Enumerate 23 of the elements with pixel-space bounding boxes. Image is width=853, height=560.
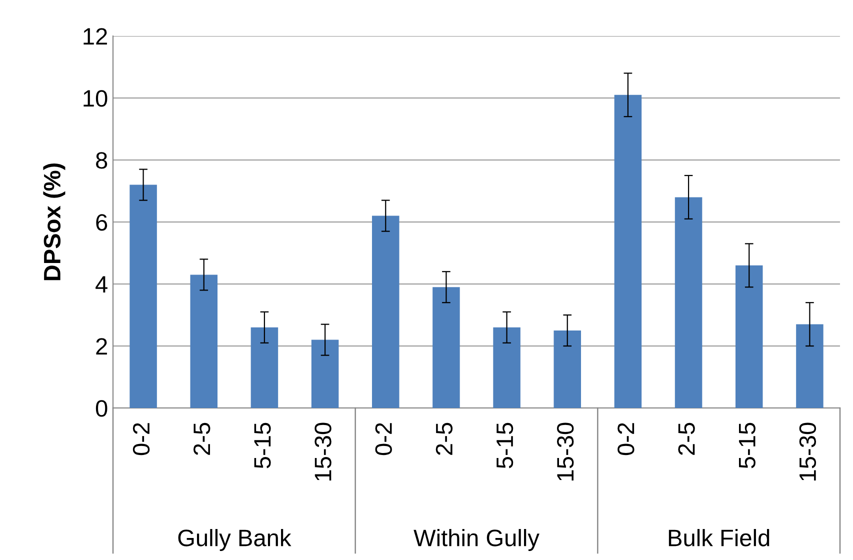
y-tick-label: 6 xyxy=(96,214,108,231)
x-tick-label: 2-5 xyxy=(193,422,210,455)
text: Bulk Field xyxy=(668,528,770,546)
x-tick-label: 15-30 xyxy=(799,422,816,480)
x-tick-label: 2-5 xyxy=(678,422,695,455)
y-tick-label: 4 xyxy=(96,276,108,293)
x-tick-label: 5-15 xyxy=(254,422,271,468)
text: Gully Bank xyxy=(178,528,292,552)
text: Within Gully xyxy=(414,528,540,552)
x-tick-label: 2-5 xyxy=(436,422,453,455)
y-tick-label: 10 xyxy=(84,90,108,107)
y-tick-label: 12 xyxy=(84,28,107,45)
y-tick-label: 8 xyxy=(96,152,108,169)
x-tick-label: 15-30 xyxy=(314,422,332,480)
y-tick-label: 2 xyxy=(96,338,107,355)
x-tick-label: 0-2 xyxy=(375,423,392,456)
y-axis-title: DPSox (%) xyxy=(43,163,66,280)
x-tick-label: 0-2 xyxy=(132,423,150,456)
x-tick-label: 5-15 xyxy=(496,422,514,468)
x-tick-label: 5-15 xyxy=(738,422,756,468)
y-tick-label: 0 xyxy=(96,400,108,417)
x-tick-label: 15-30 xyxy=(556,422,574,480)
x-tick-label: 0-2 xyxy=(618,423,634,456)
